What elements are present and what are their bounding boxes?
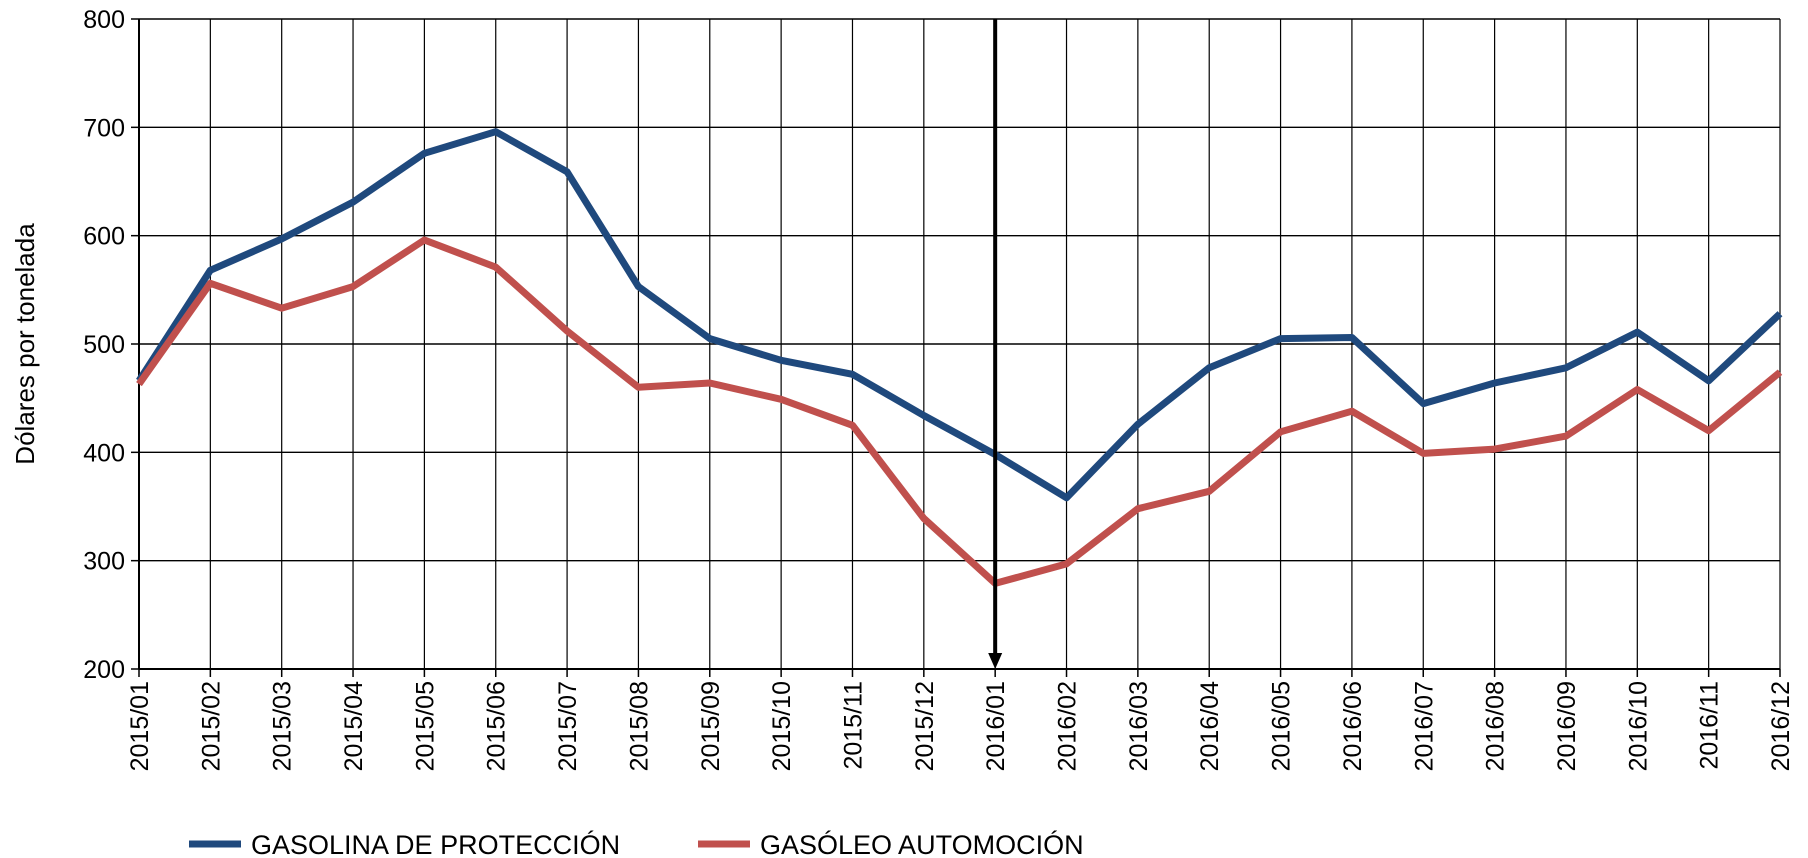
y-axis-title: Dólares por tonelada bbox=[10, 223, 40, 465]
y-tick-label-700: 700 bbox=[83, 114, 125, 142]
x-tick-label-2015/10: 2015/10 bbox=[768, 681, 796, 771]
x-tick-label-2015/09: 2015/09 bbox=[697, 681, 725, 771]
series-layer bbox=[136, 128, 1783, 587]
x-tick-labels: 2015/01 2015/02 2015/03 2015/04 2015/05 2015/… bbox=[126, 681, 1795, 771]
x-tick-label-2016/10: 2016/10 bbox=[1624, 681, 1652, 771]
y-tick-label-800: 800 bbox=[83, 6, 125, 34]
x-tick-label-2016/03: 2016/03 bbox=[1125, 681, 1153, 771]
x-tick-label-2016/09: 2016/09 bbox=[1553, 681, 1581, 771]
x-tick-label-2016/07: 2016/07 bbox=[1410, 681, 1438, 771]
y-tick-label-300: 300 bbox=[83, 548, 125, 576]
x-tick-label-2015/06: 2015/06 bbox=[483, 681, 511, 771]
x-tick-label-2015/11: 2015/11 bbox=[839, 681, 867, 770]
x-tick-label-2015/03: 2015/03 bbox=[269, 681, 297, 771]
y-tick-labels: 200 300 400 500 600 700 800 bbox=[83, 6, 125, 684]
x-tick-label-2016/05: 2016/05 bbox=[1268, 681, 1296, 771]
series-line-0 bbox=[136, 128, 1783, 502]
x-tick-label-2015/01: 2015/01 bbox=[126, 681, 154, 771]
x-tick-label-2016/02: 2016/02 bbox=[1054, 681, 1082, 771]
x-tick-label-2016/08: 2016/08 bbox=[1482, 681, 1510, 771]
x-tick-label-2016/04: 2016/04 bbox=[1196, 681, 1224, 771]
annotation-arrow-head bbox=[988, 653, 1003, 669]
x-tick-label-2016/06: 2016/06 bbox=[1339, 681, 1367, 771]
grid-lines bbox=[131, 18, 1781, 677]
y-tick-label-600: 600 bbox=[83, 223, 125, 251]
x-tick-label-2015/02: 2015/02 bbox=[197, 681, 225, 771]
series-line-1 bbox=[136, 236, 1783, 587]
x-tick-label-2015/07: 2015/07 bbox=[554, 681, 582, 771]
x-tick-label-2016/11: 2016/11 bbox=[1696, 681, 1724, 770]
x-tick-label-2016/01: 2016/01 bbox=[982, 681, 1010, 771]
legend-label-gasoleo: GASÓLEO AUTOMOCIÓN bbox=[760, 829, 1084, 858]
y-tick-label-500: 500 bbox=[83, 331, 125, 359]
x-tick-label-2016/12: 2016/12 bbox=[1767, 681, 1795, 771]
x-tick-label-2015/08: 2015/08 bbox=[625, 681, 653, 771]
x-tick-label-2015/05: 2015/05 bbox=[411, 681, 439, 771]
x-tick-label-2015/12: 2015/12 bbox=[911, 681, 939, 771]
annotation-layer bbox=[988, 19, 1003, 669]
legend-label-gasolina: GASOLINA DE PROTECCIÓN bbox=[251, 829, 620, 858]
legend: GASOLINA DE PROTECCIÓN GASÓLEO AUTOMOCIÓ… bbox=[189, 829, 1084, 858]
y-tick-label-200: 200 bbox=[83, 656, 125, 684]
x-tick-label-2015/04: 2015/04 bbox=[340, 681, 368, 771]
y-tick-label-400: 400 bbox=[83, 439, 125, 467]
